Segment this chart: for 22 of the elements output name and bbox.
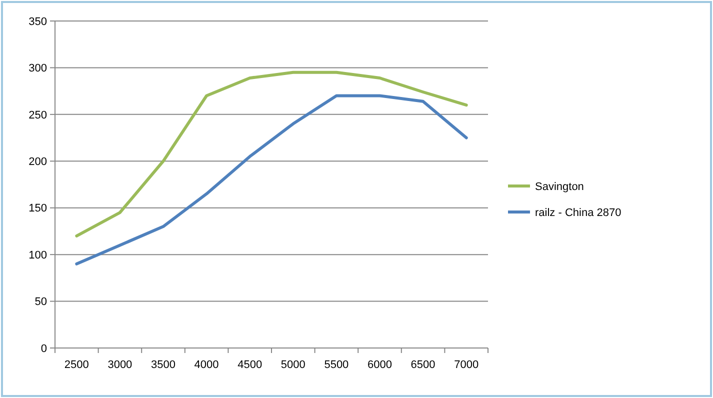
y-tick-label: 300 bbox=[28, 62, 47, 75]
x-tick-label: 5500 bbox=[324, 359, 349, 371]
line-series bbox=[75, 94, 468, 266]
x-tick-label: 3000 bbox=[108, 359, 132, 371]
x-tick-label: 5000 bbox=[280, 359, 306, 371]
y-tick-label: 150 bbox=[28, 202, 47, 215]
x-tick-label: 3500 bbox=[151, 359, 176, 371]
y-tick-label: 100 bbox=[28, 249, 47, 262]
y-tick-label: 200 bbox=[28, 156, 47, 168]
x-tick-label: 2500 bbox=[64, 359, 89, 371]
line-series bbox=[75, 70, 468, 238]
x-tick-label: 4500 bbox=[238, 359, 262, 371]
y-tick-label: 350 bbox=[28, 16, 47, 28]
x-tick-label: 6500 bbox=[410, 359, 436, 371]
x-tick-label: 7000 bbox=[454, 359, 479, 371]
legend-label: Savington bbox=[535, 180, 584, 193]
y-tick-label: 50 bbox=[34, 296, 47, 308]
legend-label: railz - China 2870 bbox=[535, 206, 622, 219]
y-tick-label: 0 bbox=[40, 342, 47, 355]
x-tick-label: 4000 bbox=[194, 359, 219, 371]
x-tick-label: 6000 bbox=[368, 359, 392, 371]
y-tick-label: 250 bbox=[28, 109, 47, 122]
